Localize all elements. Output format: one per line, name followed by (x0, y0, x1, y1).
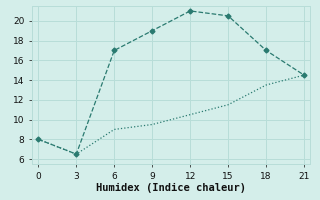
X-axis label: Humidex (Indice chaleur): Humidex (Indice chaleur) (96, 183, 246, 193)
